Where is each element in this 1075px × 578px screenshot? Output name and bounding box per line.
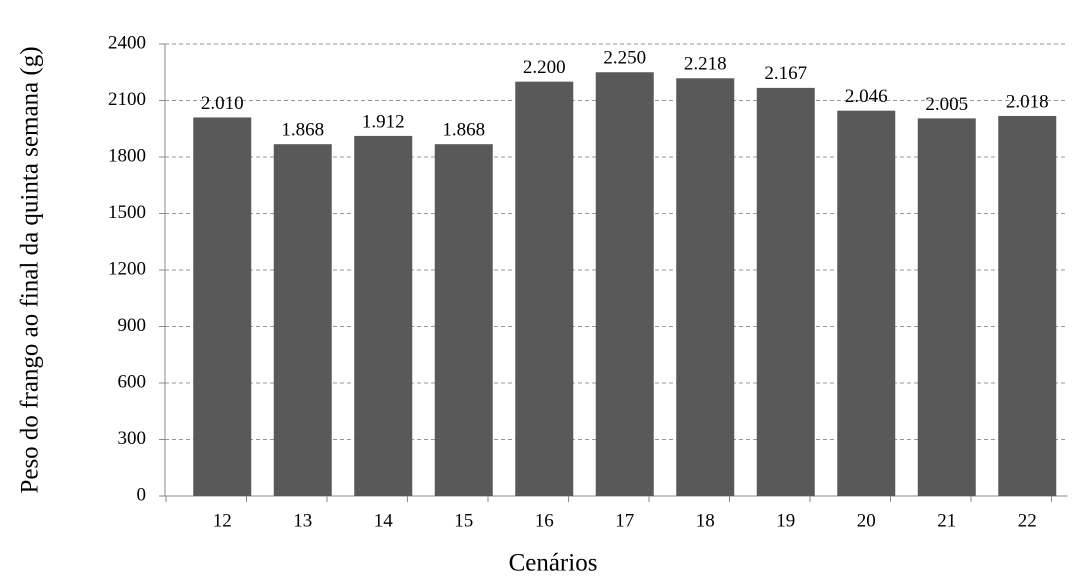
y-tick-label: 300 [118,428,147,449]
bar [515,81,574,497]
bar [434,144,493,496]
data-label: 2.167 [764,63,807,84]
data-label: 2.010 [201,93,244,114]
bar [998,115,1057,497]
data-label: 2.005 [925,94,968,115]
data-label: 2.250 [603,48,646,69]
y-tick-label: 1200 [108,258,146,279]
data-label: 2.218 [684,54,727,75]
y-tick-label: 2100 [108,89,146,110]
data-label: 2.018 [1006,91,1049,112]
bar [354,135,413,496]
x-axis-title: Cenários [509,550,598,577]
x-tick-label: 14 [374,510,394,531]
x-tick-label: 12 [213,510,232,531]
bar [193,117,252,496]
bar [837,110,896,497]
data-label: 1.868 [442,120,485,141]
y-tick-label: 900 [118,315,147,336]
bar [595,72,654,496]
y-tick-label: 2400 [108,32,146,53]
bar [676,78,735,496]
x-tick-label: 13 [293,510,312,531]
y-tick-label: 1800 [108,145,146,166]
data-label: 2.046 [845,86,888,107]
y-axis-title: Peso do frango ao final da quinta semana… [17,46,44,493]
data-label: 2.200 [523,57,566,78]
bar [917,118,976,497]
x-tick-label: 15 [454,510,473,531]
x-tick-label: 22 [1018,510,1037,531]
y-tick-label: 600 [118,371,147,392]
x-tick-label: 16 [535,510,554,531]
y-tick-label: 1500 [108,202,146,223]
bar [756,87,815,497]
data-label: 1.868 [281,120,324,141]
bar [273,144,332,496]
y-tick-label: 0 [137,484,147,505]
x-tick-label: 20 [857,510,876,531]
x-tick-label: 17 [615,510,634,531]
x-tick-label: 19 [776,510,795,531]
x-tick-label: 21 [937,510,956,531]
data-label: 1.912 [362,111,405,132]
x-tick-label: 18 [696,510,715,531]
